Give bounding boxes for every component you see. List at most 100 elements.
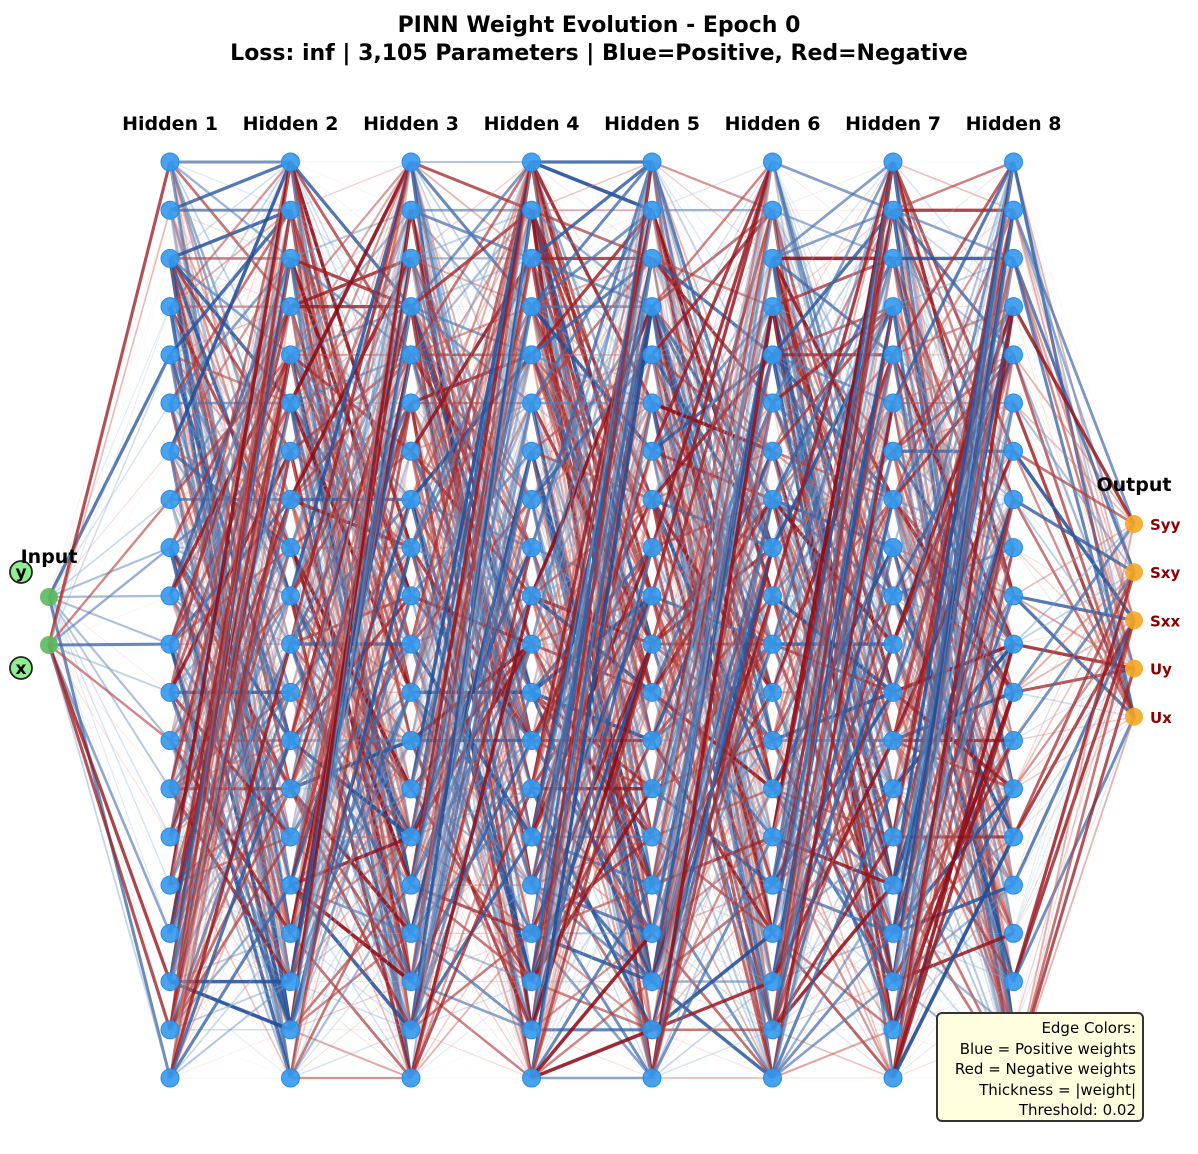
weight-edge xyxy=(288,161,413,404)
weight-edge xyxy=(530,161,654,645)
hidden-neuron xyxy=(883,152,903,172)
weight-edge xyxy=(771,884,895,1031)
weight-edge xyxy=(771,209,895,452)
weight-edge xyxy=(530,643,654,1079)
weight-edge xyxy=(48,209,171,646)
hidden-neuron xyxy=(160,297,180,317)
weight-edge xyxy=(1013,354,1135,573)
weight-edge xyxy=(650,547,775,1079)
weight-edge xyxy=(1013,572,1135,1030)
hidden-neuron xyxy=(763,297,782,317)
weight-edge xyxy=(48,258,171,646)
weight-edge xyxy=(1013,306,1135,573)
weight-edge xyxy=(409,402,533,1031)
weight-edge xyxy=(892,161,1015,548)
edges-layer-7 xyxy=(770,160,895,1080)
weight-edge xyxy=(530,161,653,789)
edges-layer-4 xyxy=(409,160,534,1079)
weight-edge xyxy=(529,306,654,1079)
hidden-neuron xyxy=(160,489,180,509)
weight-edge xyxy=(410,932,533,1031)
weight-edge xyxy=(169,547,292,1079)
weight-edge xyxy=(409,161,533,308)
weight-edge xyxy=(530,499,653,1079)
weight-edge xyxy=(289,161,412,789)
weight-edge xyxy=(410,161,533,548)
hidden-neuron xyxy=(642,152,662,172)
hidden-neuron xyxy=(281,152,300,172)
weight-edge xyxy=(651,161,774,356)
weight-edge xyxy=(169,161,291,596)
weight-edge xyxy=(772,692,894,1079)
output-node-label: Uy xyxy=(1150,661,1172,679)
weight-edge xyxy=(410,836,532,934)
weight-edge xyxy=(169,258,292,1079)
weight-edge xyxy=(892,161,1015,597)
weight-edge xyxy=(48,644,171,694)
edge-group xyxy=(47,160,1136,1080)
weight-edge xyxy=(169,258,291,500)
weight-edge xyxy=(48,596,171,934)
edges-layer-3 xyxy=(288,160,413,1080)
weight-edge xyxy=(771,980,894,1080)
weight-edge xyxy=(168,210,292,1030)
weight-edge xyxy=(892,836,1014,1030)
weight-edge xyxy=(1012,305,1136,525)
weight-edge xyxy=(169,595,292,1079)
weight-edge xyxy=(650,258,774,886)
weight-edge xyxy=(530,402,653,1030)
weight-edge xyxy=(409,161,534,886)
edges-layer-2 xyxy=(168,160,293,1079)
weight-edge xyxy=(651,306,774,693)
weight-edge xyxy=(772,210,894,1079)
weight-edge xyxy=(169,161,291,548)
weight-edge xyxy=(771,160,894,260)
weight-edge xyxy=(891,161,1015,404)
weight-edge xyxy=(47,161,172,646)
weight-edge xyxy=(531,210,653,452)
weight-edge xyxy=(530,402,654,1079)
weight-edge xyxy=(409,595,534,1079)
hidden-neuron xyxy=(160,731,180,751)
weight-edge xyxy=(1013,523,1135,741)
weight-edge xyxy=(289,210,412,645)
input-neuron xyxy=(40,588,58,606)
weight-edge xyxy=(289,161,412,1079)
hidden-neuron xyxy=(281,538,300,558)
weight-edge xyxy=(531,788,653,1030)
weight-edge xyxy=(530,161,653,886)
weight-edge xyxy=(290,692,412,741)
weight-edge xyxy=(1012,620,1135,1030)
weight-edge xyxy=(530,161,653,741)
weight-edge xyxy=(892,209,1014,259)
hidden-neuron xyxy=(160,1020,180,1040)
hidden-neuron xyxy=(1004,200,1023,220)
weight-edge xyxy=(168,643,293,1079)
weight-edge xyxy=(1012,571,1136,838)
output-neuron xyxy=(1125,515,1143,533)
weight-edge xyxy=(651,161,774,308)
hidden-neuron xyxy=(883,682,903,702)
hidden-neuron xyxy=(883,538,903,558)
edge-color-legend: Edge Colors: Blue = Positive weights Red… xyxy=(936,1012,1144,1122)
weight-edge xyxy=(892,161,1014,452)
hidden-neuron xyxy=(642,731,662,751)
hidden-neuron xyxy=(763,1020,782,1040)
weight-edge xyxy=(651,210,773,596)
hidden-neuron xyxy=(281,200,300,220)
weight-edge xyxy=(169,354,292,1079)
weight-edge xyxy=(892,209,1015,404)
hidden-neuron xyxy=(642,875,662,895)
hidden-neuron xyxy=(281,248,300,268)
weight-edge xyxy=(1013,306,1135,621)
weight-edge xyxy=(290,258,412,1030)
hidden-neuron xyxy=(281,489,300,509)
hidden-neuron xyxy=(401,634,421,654)
weight-edge xyxy=(891,306,1016,1079)
weight-edge xyxy=(1013,572,1135,934)
weight-edge xyxy=(290,499,412,1030)
weight-edge xyxy=(651,643,774,1079)
hidden-layer-label: Hidden 7 xyxy=(845,113,941,135)
weight-edge xyxy=(289,161,413,452)
output-node-label: Syy xyxy=(1150,516,1181,534)
